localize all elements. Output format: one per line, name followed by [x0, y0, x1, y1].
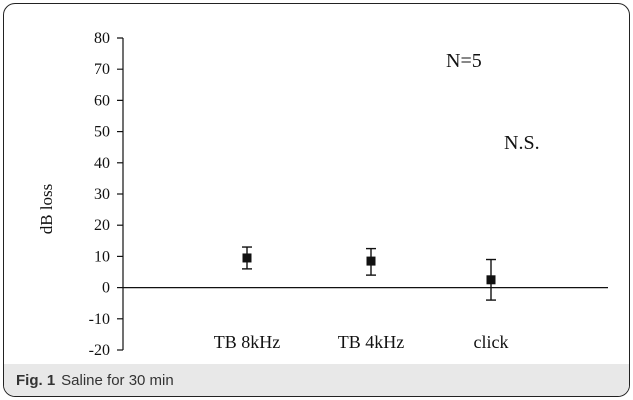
chart: 80 70 60 50 40 30 20 10 0 -10 -20 TB 8kHz TB 4kHz cl… — [37, 30, 608, 359]
y-tick-label: 60 — [94, 92, 110, 109]
x-category-label: TB 4kHz — [338, 332, 405, 352]
y-tick-label: 30 — [94, 186, 110, 203]
annotation-n: N=5 — [446, 50, 482, 72]
data-point — [366, 256, 376, 266]
y-axis-title: dB loss — [37, 184, 56, 235]
y-tick-label: 0 — [102, 280, 110, 297]
figure-frame: 80 70 60 50 40 30 20 10 0 -10 -20 TB 8kHz TB 4kHz cl… — [3, 3, 630, 397]
caption-text: Saline for 30 min — [61, 371, 174, 389]
y-tick-label: -20 — [89, 342, 110, 359]
y-tick-label: 10 — [94, 248, 110, 265]
y-tick-label: 70 — [94, 61, 110, 78]
x-category-label: TB 8kHz — [214, 332, 281, 352]
data-point — [242, 253, 252, 263]
y-tick-label: 40 — [94, 155, 110, 172]
y-tick-label: 80 — [94, 30, 110, 47]
y-tick-label: 50 — [94, 124, 110, 141]
caption-label: Fig. 1 — [16, 371, 56, 389]
figure-caption: Fig. 1 Saline for 30 min — [4, 364, 629, 396]
annotation-ns: N.S. — [504, 132, 540, 154]
y-tick-label: -10 — [89, 311, 110, 328]
x-category-label: click — [474, 332, 509, 352]
data-point — [486, 275, 496, 285]
y-tick-label: 20 — [94, 217, 110, 234]
